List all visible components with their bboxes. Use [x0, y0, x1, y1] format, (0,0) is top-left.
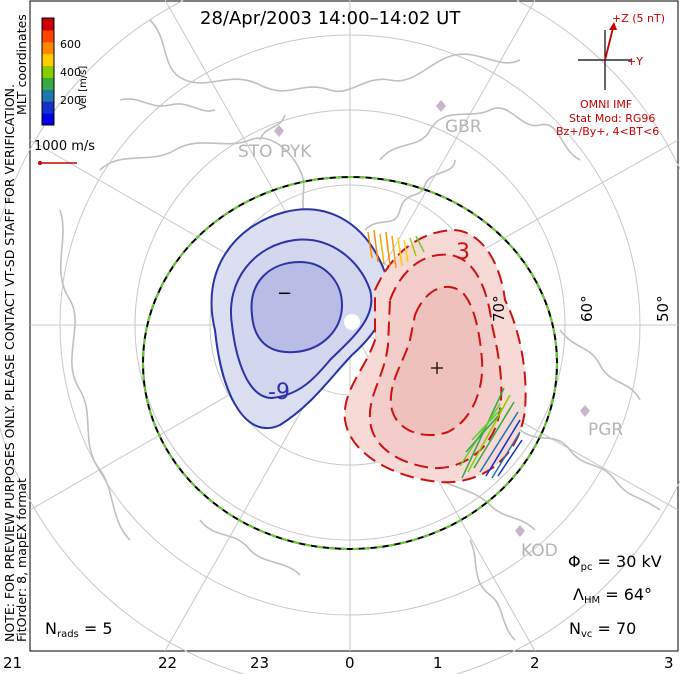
- mlt-hour-0: 0: [345, 654, 355, 672]
- imf-z-label: +Z (5 nT): [612, 12, 666, 25]
- station-label-kod: KOD: [521, 541, 558, 561]
- imf-y-label: +Y: [627, 55, 643, 68]
- negative-potential-cell: [210, 208, 389, 430]
- velocity-vectors: [367, 229, 523, 479]
- max-potential-marker: [431, 362, 443, 374]
- mlt-hour-23: 23: [250, 654, 270, 672]
- imf-source: OMNI IMF: [580, 98, 633, 111]
- mlt-hour-21: 21: [3, 654, 23, 672]
- colorbar-segment: [42, 89, 54, 102]
- cross-polar-potential-stat: Φpc = 30 kV: [568, 552, 662, 573]
- latitude-label-60: 60°: [578, 295, 596, 322]
- contour-label-negative: -9: [268, 380, 290, 405]
- mlt-hour-1: 1: [433, 654, 443, 672]
- colorbar-segment: [42, 53, 54, 67]
- colorbar-tick-200: 200: [60, 94, 81, 107]
- velocity-scale-label: 1000 m/s: [34, 139, 96, 154]
- mlt-hour-22: 22: [158, 654, 178, 672]
- station-markers: [274, 100, 590, 537]
- velocity-colorbar: [41, 17, 55, 126]
- colorbar-tick-400: 400: [60, 66, 81, 79]
- fit-order-note: FitOrder: 8, mapEX format: [14, 478, 29, 642]
- latitude-label-50: 50°: [654, 295, 672, 322]
- imf-clock-dial: [578, 22, 632, 90]
- colorbar-segment: [42, 77, 54, 90]
- pole-marker: [344, 314, 360, 330]
- contour-label-positive: 3: [456, 240, 470, 265]
- colorbar-segment: [42, 101, 54, 114]
- coordinate-system-label: MLT coordinates: [14, 14, 29, 115]
- colorbar-segment: [42, 113, 54, 126]
- stat-model: Stat Mod: RG96: [569, 112, 656, 125]
- positive-potential-cell: [343, 228, 527, 484]
- min-potential-marker: −: [277, 283, 293, 304]
- n-rads-stat: Nrads = 5: [45, 619, 113, 640]
- velocity-scale-arrow: [38, 161, 77, 165]
- plot-border: [29, 0, 679, 652]
- coastlines: [59, 19, 661, 641]
- colorbar-segment: [42, 41, 54, 55]
- imf-conditions: Bz+/By+, 4<BT<6: [556, 125, 660, 138]
- colorbar-segment: [42, 18, 54, 31]
- mlt-hour-2: 2: [530, 654, 540, 672]
- colorbar-segment: [42, 29, 54, 43]
- colorbar-segment: [42, 65, 54, 78]
- station-label-sto: STO: [238, 142, 273, 162]
- map-title: 28/Apr/2003 14:00–14:02 UT: [200, 8, 461, 29]
- colorbar-tick-600: 600: [60, 38, 81, 51]
- heppner-maynard-boundary: [142, 176, 558, 550]
- vector-count-stat: Nvc = 70: [569, 619, 637, 640]
- station-label-pyk: PYK: [280, 142, 312, 162]
- mlt-hour-3: 3: [664, 654, 674, 672]
- latitude-label-70: 70°: [490, 295, 508, 322]
- hm-boundary-stat: ΛHM = 64°: [573, 585, 653, 606]
- station-label-pgr: PGR: [588, 420, 624, 440]
- station-label-gbr: GBR: [445, 117, 482, 137]
